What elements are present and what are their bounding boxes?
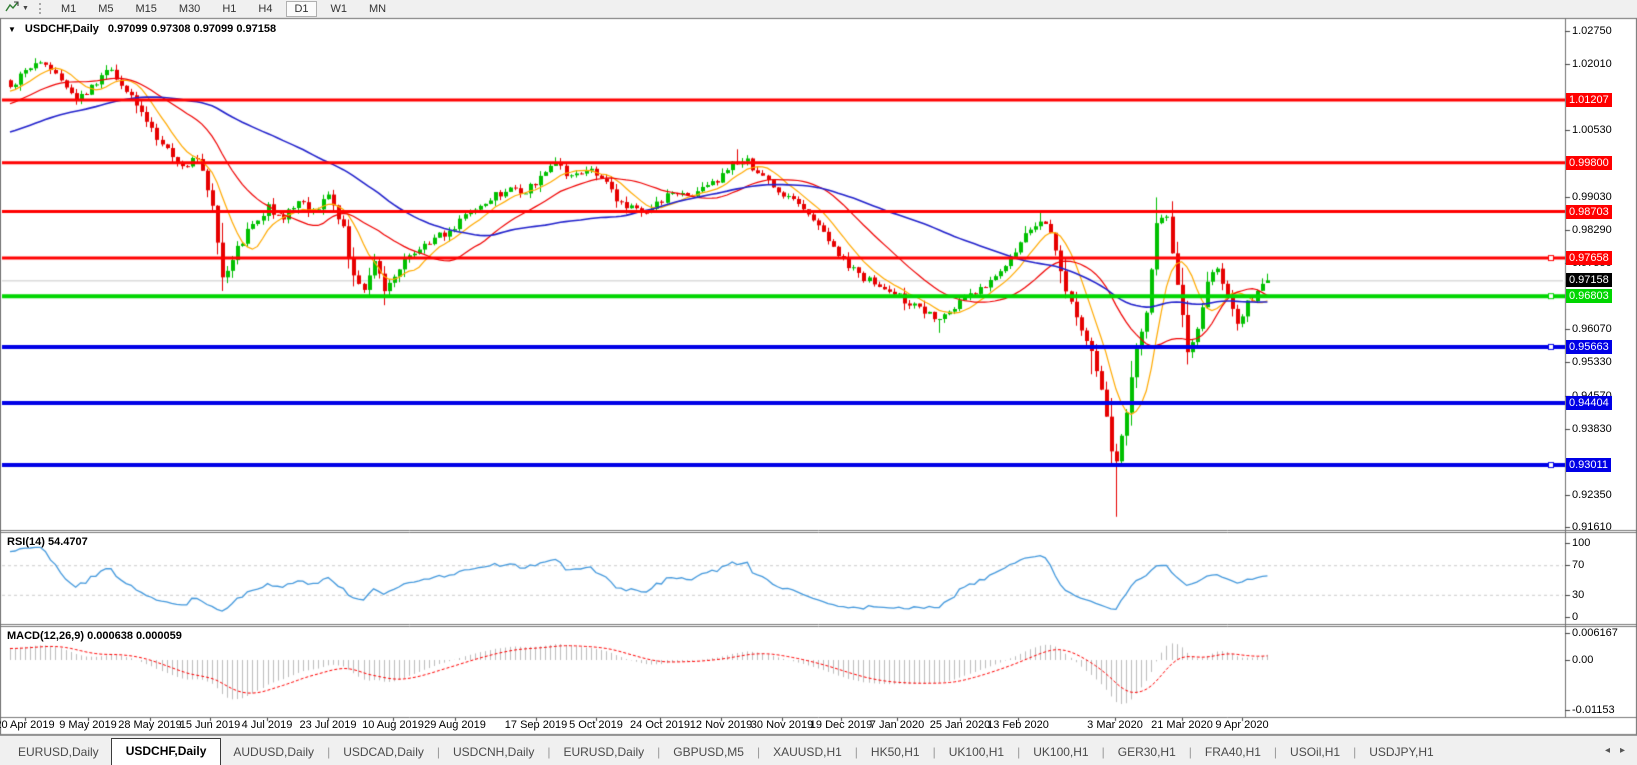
timeframe-button-m15[interactable]: M15 (135, 2, 157, 15)
chart-tab-ger30-h1[interactable]: GER30,H1 (1117, 745, 1176, 759)
tab-separator: | (327, 745, 331, 759)
tab-separator: | (657, 745, 661, 759)
chart-line-tool-icon (5, 1, 19, 16)
chart-tab-xauusd-h1[interactable]: XAUUSD,H1 (773, 745, 842, 759)
chart-tab-eurusd-daily[interactable]: EURUSD,Daily (563, 745, 645, 759)
chart-tab-gbpusd-m5[interactable]: GBPUSD,M5 (673, 745, 744, 759)
tab-separator: | (854, 745, 858, 759)
tab-separator: | (547, 745, 551, 759)
chart-tab-hk50-h1[interactable]: HK50,H1 (870, 745, 920, 759)
chart-ohlc-values: 0.97099 0.97308 0.97099 0.97158 (107, 23, 277, 35)
rsi-label: RSI(14) 54.4707 (7, 536, 88, 548)
timeframe-button-m1[interactable]: M1 (60, 2, 77, 15)
timeframe-toolbar: M1 M5 M15 M30 H1 H4 D1 W1 MN (50, 0, 397, 17)
tab-separator: | (756, 745, 761, 759)
tab-separator: | (1188, 745, 1192, 759)
chart-tab-eurusd-daily[interactable]: EURUSD,Daily (18, 745, 99, 759)
timeframe-button-h1[interactable]: H1 (222, 2, 237, 15)
tab-separator: | (436, 745, 440, 759)
chart-title: ▼ USDCHF,Daily 0.97099 0.97308 0.97099 0… (8, 23, 276, 35)
timeframe-button-h4[interactable]: H4 (258, 2, 273, 15)
chart-tab-uk100-h1[interactable]: UK100,H1 (1033, 745, 1089, 759)
tabs-scroll-left-icon[interactable]: ◂ (1604, 745, 1610, 756)
top-toolbar: ▼ M1 M5 M15 M30 H1 H4 D1 W1 MN (0, 0, 1637, 18)
chart-tab-audusd-daily[interactable]: AUDUSD,Daily (233, 745, 315, 759)
chart-tabs: EURUSD,Daily USDCHF,Daily AUDUSD,Daily | USD… (6, 738, 1446, 765)
timeframe-button-m30[interactable]: M30 (178, 2, 201, 15)
chart-tabbar: EURUSD,Daily USDCHF,Daily AUDUSD,Daily | USD… (0, 735, 1637, 765)
tabs-scroll-right-icon[interactable]: ▸ (1619, 745, 1625, 756)
timeframe-button-w1[interactable]: W1 (330, 2, 348, 15)
macd-label: MACD(12,26,9) 0.000638 0.000059 (7, 630, 182, 642)
timeframe-button-m5[interactable]: M5 (98, 2, 114, 15)
timeframe-button-d1[interactable]: D1 (286, 0, 317, 17)
tab-separator: | (1017, 745, 1021, 759)
chart-tab-usdcnh-daily[interactable]: USDCNH,Daily (453, 745, 535, 759)
tab-separator: | (1353, 745, 1357, 759)
chart-tab-uk100-h1[interactable]: UK100,H1 (948, 745, 1005, 759)
chart-tab-fra40-h1[interactable]: FRA40,H1 (1204, 745, 1261, 759)
chart-tab-usdchf-daily[interactable]: USDCHF,Daily (110, 738, 222, 765)
chart-tab-usdcad-daily[interactable]: USDCAD,Daily (343, 745, 424, 759)
chevron-down-icon: ▼ (22, 4, 29, 12)
chart-symbol-label: USDCHF,Daily (24, 23, 99, 35)
tab-scroll-buttons: ◂ ▸ (1605, 745, 1625, 756)
chart-line-tool-button[interactable]: ▼ (0, 1, 34, 17)
toolbar-grip[interactable] (38, 3, 43, 14)
chart-tab-usoil-h1[interactable]: USOil,H1 (1290, 745, 1341, 759)
collapse-triangle-icon[interactable]: ▼ (8, 24, 16, 34)
tab-separator: | (1101, 745, 1105, 759)
chart-tab-usdjpy-h1[interactable]: USDJPY,H1 (1369, 745, 1434, 759)
tab-separator: | (932, 745, 936, 759)
tab-separator: | (1273, 745, 1278, 759)
timeframe-button-mn[interactable]: MN (369, 2, 387, 15)
